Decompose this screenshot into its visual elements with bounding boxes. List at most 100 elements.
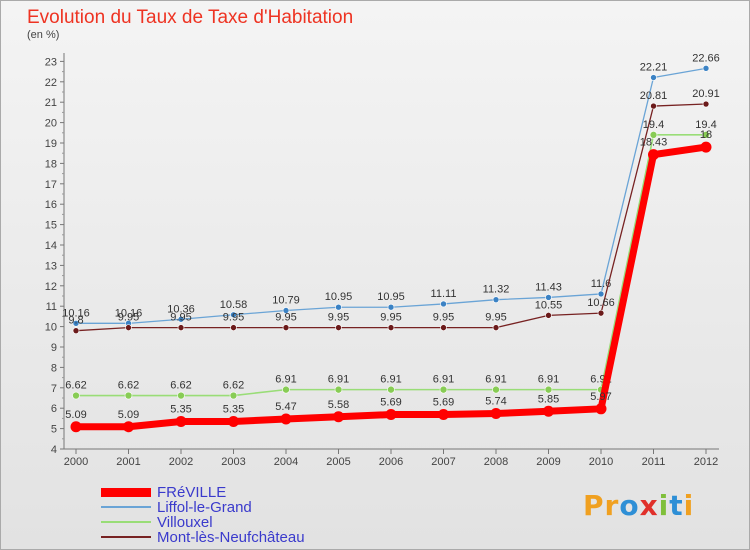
- data-label: 10.66: [587, 297, 615, 309]
- y-tick-label: 19: [45, 138, 57, 150]
- data-label: 19.4: [643, 119, 664, 131]
- y-tick-label: 20: [45, 118, 57, 130]
- y-tick-label: 9: [51, 342, 57, 354]
- data-label: 10.79: [272, 294, 300, 306]
- data-point: [385, 409, 397, 421]
- data-point: [595, 403, 607, 415]
- y-tick-label: 13: [45, 260, 57, 272]
- data-point: [335, 324, 342, 331]
- data-label: 11.32: [483, 284, 510, 296]
- legend-label: Villouxel: [157, 514, 213, 531]
- data-point: [228, 415, 239, 427]
- data-label: 9.8: [68, 315, 83, 327]
- data-point: [387, 385, 395, 394]
- data-label: 10.16: [115, 307, 143, 319]
- data-point: [492, 324, 500, 331]
- data-point: [545, 312, 552, 319]
- y-tick-label: 15: [45, 220, 57, 232]
- data-point: [650, 74, 657, 81]
- data-label: 22.21: [640, 62, 668, 74]
- data-point: [648, 149, 659, 161]
- data-label: 10.58: [220, 299, 248, 311]
- x-tick-label: 2001: [116, 456, 140, 468]
- data-point: [440, 324, 447, 331]
- data-label: 6.91: [485, 374, 506, 386]
- data-label: 5.35: [170, 403, 191, 415]
- y-tick-label: 17: [45, 179, 57, 191]
- data-label: 6.91: [433, 374, 454, 386]
- data-point: [545, 294, 552, 301]
- data-point: [125, 324, 132, 331]
- data-point: [702, 65, 710, 72]
- data-label: 9.95: [118, 312, 139, 324]
- data-label: 5.35: [223, 403, 244, 415]
- data-point: [280, 413, 292, 425]
- data-point: [70, 421, 82, 433]
- logo-letter: i: [683, 489, 695, 522]
- x-tick-label: 2006: [379, 456, 403, 468]
- legend-label: FRéVILLE: [157, 484, 227, 501]
- data-point: [282, 324, 290, 331]
- y-tick-label: 6: [51, 403, 57, 415]
- data-point: [230, 311, 237, 319]
- data-label: 11.11: [431, 288, 457, 300]
- data-label: 5.69: [433, 397, 454, 409]
- data-point: [175, 415, 187, 427]
- data-label: 22.66: [692, 52, 720, 64]
- data-label: 6.91: [380, 374, 401, 386]
- data-label: 9.95: [380, 312, 401, 324]
- chart-title: Evolution du Taux de Taxe d'Habitation: [27, 7, 354, 28]
- data-point: [230, 324, 237, 331]
- data-label: 6.62: [118, 380, 139, 392]
- data-point: [177, 315, 185, 323]
- proxiti-logo: Proxiti: [583, 489, 694, 522]
- data-label: 10.95: [325, 291, 353, 303]
- data-point: [597, 309, 605, 317]
- legend-label: Mont-lès-Neufchâteau: [157, 529, 305, 546]
- logo-letter: x: [639, 489, 659, 522]
- logo-letter: i: [658, 489, 670, 522]
- x-tick-label: 2003: [221, 456, 245, 468]
- x-tick-label: 2007: [431, 456, 455, 468]
- legend-swatch: [101, 506, 151, 508]
- data-point: [650, 102, 657, 110]
- data-label: 9.95: [485, 312, 506, 324]
- data-point: [597, 290, 605, 298]
- data-point: [72, 327, 80, 334]
- data-label: 5.69: [380, 397, 401, 409]
- legend-swatch: [101, 536, 151, 538]
- data-label: 5.47: [275, 401, 296, 413]
- data-point: [700, 141, 712, 153]
- data-point: [229, 391, 238, 400]
- data-point: [702, 131, 710, 139]
- data-label: 9.95: [328, 312, 349, 324]
- data-label: 5.97: [590, 391, 611, 403]
- legend-label: Liffol-le-Grand: [157, 499, 252, 516]
- data-point: [702, 100, 710, 108]
- y-tick-label: 5: [51, 424, 57, 436]
- x-tick-label: 2011: [642, 456, 666, 468]
- data-point: [387, 324, 395, 331]
- data-point: [440, 300, 447, 308]
- data-point: [543, 405, 554, 417]
- data-point: [124, 391, 133, 400]
- x-tick-label: 2009: [536, 456, 560, 468]
- logo-letter: t: [669, 489, 684, 522]
- y-tick-label: 22: [45, 77, 57, 89]
- data-point: [439, 385, 448, 394]
- data-label: 18.43: [640, 137, 668, 149]
- x-tick-label: 2004: [274, 456, 298, 468]
- data-label: 6.91: [275, 374, 296, 386]
- x-tick-label: 2005: [326, 456, 350, 468]
- data-point: [177, 391, 185, 400]
- data-point: [72, 320, 80, 327]
- data-label: 6.91: [328, 374, 349, 386]
- data-point: [490, 408, 502, 420]
- data-label: 19.4: [695, 119, 716, 131]
- data-label: 6.62: [65, 380, 86, 392]
- y-tick-label: 18: [45, 158, 57, 170]
- data-label: 10.55: [535, 299, 563, 311]
- data-label: 5.85: [538, 393, 559, 405]
- y-tick-label: 11: [46, 301, 57, 313]
